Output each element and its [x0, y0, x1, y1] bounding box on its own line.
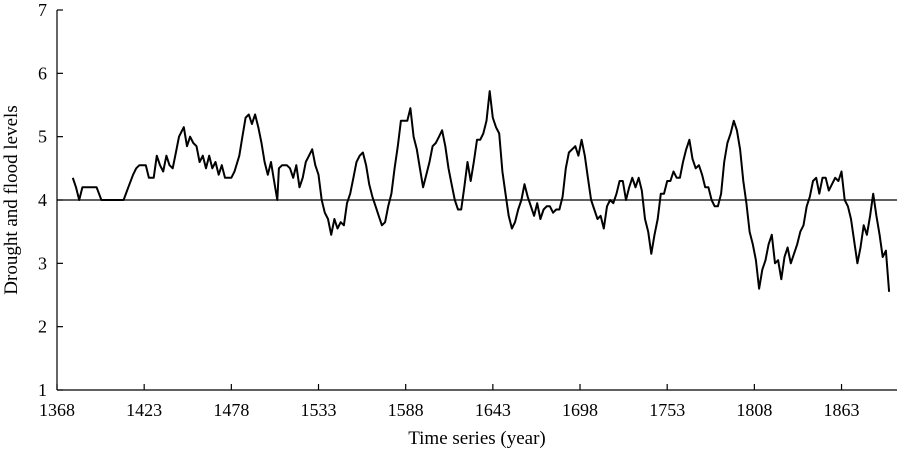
x-tick-label: 1533: [301, 400, 337, 420]
y-tick-label: 4: [38, 190, 47, 210]
x-tick-label: 1698: [562, 400, 598, 420]
y-axis-title: Drought and flood levels: [1, 105, 22, 294]
y-tick-label: 1: [38, 380, 47, 400]
y-tick-label: 5: [38, 127, 47, 147]
series-line: [71, 90, 891, 292]
x-tick-label: 1863: [824, 400, 860, 420]
x-axis-ticks: 1368 1423 1478 1533 1588 1643 1698 1753 1808 1863: [39, 384, 860, 420]
y-tick-label: 3: [38, 253, 47, 273]
x-tick-label: 1753: [649, 400, 685, 420]
x-tick-label: 1643: [475, 400, 511, 420]
y-axis-ticks: 1 2 3 4 5 6 7: [38, 0, 63, 400]
x-tick-label: 1423: [126, 400, 162, 420]
x-axis-title: Time series (year): [408, 428, 546, 449]
y-tick-label: 6: [38, 63, 47, 83]
x-tick-label: 1808: [736, 400, 772, 420]
x-tick-label: 1368: [39, 400, 75, 420]
x-tick-label: 1588: [388, 400, 424, 420]
y-tick-label: 7: [38, 0, 47, 20]
y-tick-label: 2: [38, 317, 47, 337]
x-tick-label: 1478: [213, 400, 249, 420]
